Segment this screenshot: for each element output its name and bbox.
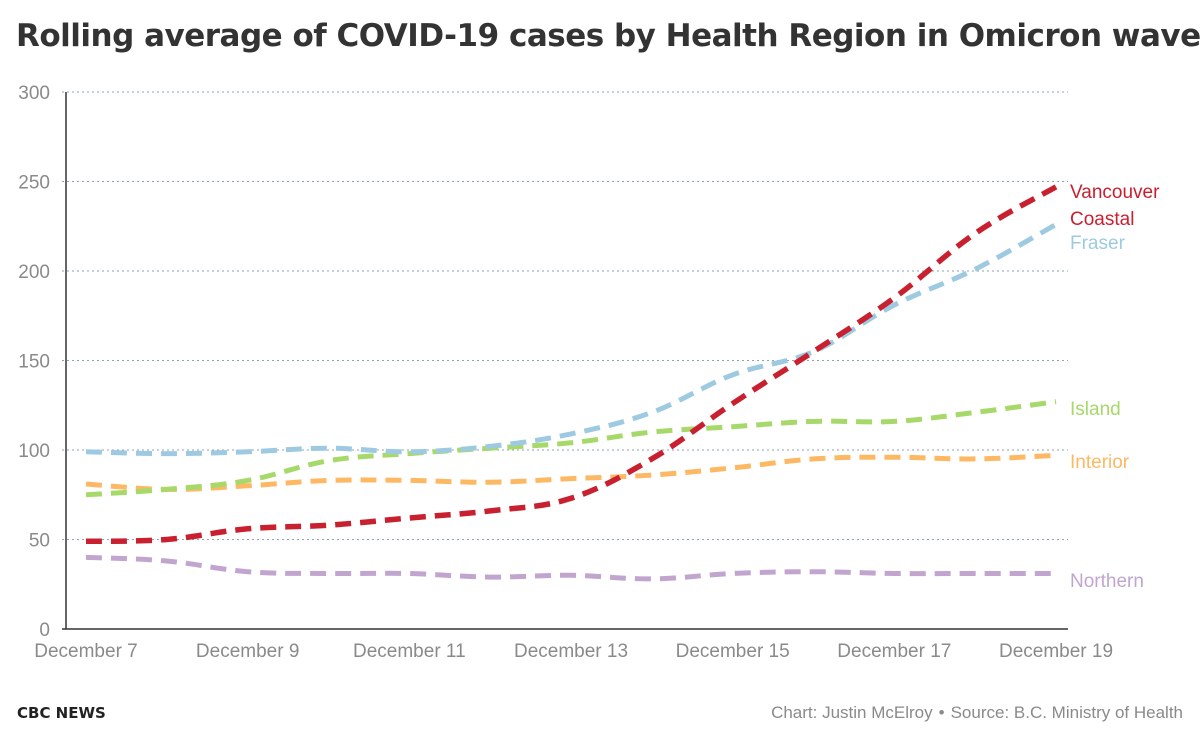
series-end-label: Northern	[1070, 571, 1144, 592]
y-tick-label: 300	[18, 83, 50, 104]
credit-separator: •	[938, 703, 945, 722]
x-tick-label: December 17	[837, 641, 951, 662]
x-tick-label: December 11	[353, 641, 466, 662]
series-line	[85, 452, 1057, 492]
credit-line: Chart: Justin McElroy • Source: B.C. Minis…	[771, 703, 1183, 723]
x-tick-label: December 9	[196, 641, 300, 662]
grid	[62, 91, 1068, 630]
x-axis: December 7 December 9 December 11 December …	[34, 641, 1113, 662]
y-tick-label: 150	[18, 352, 50, 373]
y-tick-label: 250	[18, 173, 50, 194]
brand-label: CBC NEWS	[17, 704, 106, 722]
x-tick-label: December 19	[999, 641, 1113, 662]
y-tick-label: 50	[29, 531, 50, 552]
chart-title: Rolling average of COVID-19 cases by Hea…	[16, 18, 1200, 54]
series-end-label: Vancouver	[1070, 182, 1160, 203]
series-end-label: Coastal	[1070, 209, 1134, 230]
y-tick-label: 0	[39, 620, 50, 641]
y-tick-label: 200	[18, 262, 50, 283]
series-end-label: Interior	[1070, 452, 1130, 473]
x-tick-label: December 7	[34, 641, 138, 662]
x-tick-label: December 15	[676, 641, 790, 662]
series-end-label: Island	[1070, 399, 1121, 420]
data-source: Source: B.C. Ministry of Health	[950, 703, 1183, 722]
series-line	[85, 184, 1058, 545]
y-axis: 0 50 100 150 200 250 300	[18, 83, 50, 641]
series-line	[85, 222, 1058, 457]
y-tick-label: 100	[18, 441, 50, 462]
series-lines	[85, 184, 1058, 582]
series-line	[85, 399, 1057, 498]
series-end-label: Fraser	[1070, 233, 1126, 254]
chart-credit: Chart: Justin McElroy	[771, 703, 933, 722]
series-labels: Vancouver Coastal Fraser Island Interior Nort…	[1070, 182, 1160, 592]
series-line	[85, 554, 1057, 582]
x-tick-label: December 13	[514, 641, 628, 662]
